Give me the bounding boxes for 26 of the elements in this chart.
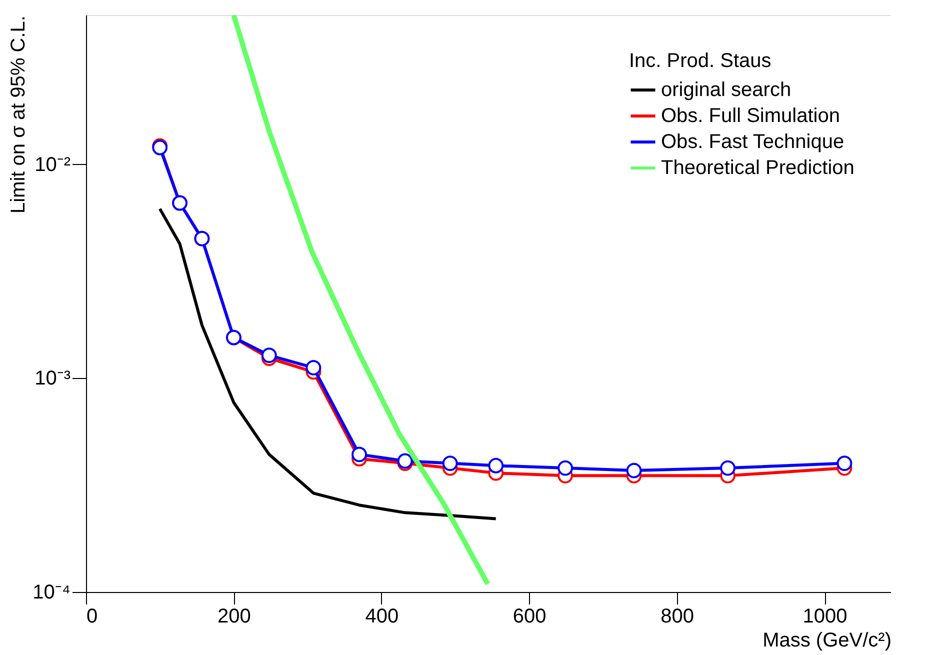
x-tick-label: 1000 <box>802 606 848 628</box>
legend-label: original search <box>661 79 792 101</box>
y-tick-label: 10⁻² <box>34 154 71 176</box>
point <box>836 456 852 471</box>
point <box>352 446 367 462</box>
legend-label: Obs. Full Simulation <box>661 105 840 127</box>
x-tick-label: 800 <box>660 606 694 628</box>
point <box>261 348 277 363</box>
legend-label: Theoretical Prediction <box>661 157 854 179</box>
line-series <box>158 207 498 520</box>
legend-title: Inc. Prod. Staus <box>629 50 772 72</box>
point <box>558 460 574 476</box>
x-tick-label: 400 <box>365 606 399 628</box>
y-tick-label: 10⁻³ <box>34 368 71 390</box>
x-tick-label: 600 <box>512 606 546 628</box>
y-axis-title: Limit on σ at 95% C.L. <box>8 16 30 214</box>
point <box>442 456 458 471</box>
x-axis-title: Mass (GeV/c²) <box>762 630 892 652</box>
point <box>306 360 322 376</box>
legend-label: Obs. Fast Technique <box>661 131 844 153</box>
x-tick-label: 200 <box>218 606 251 628</box>
x-tick-label: 0 <box>86 606 98 628</box>
y-tick-label: 10⁻⁴ <box>32 582 70 604</box>
point <box>626 462 642 478</box>
point <box>720 460 736 476</box>
point <box>488 458 504 474</box>
